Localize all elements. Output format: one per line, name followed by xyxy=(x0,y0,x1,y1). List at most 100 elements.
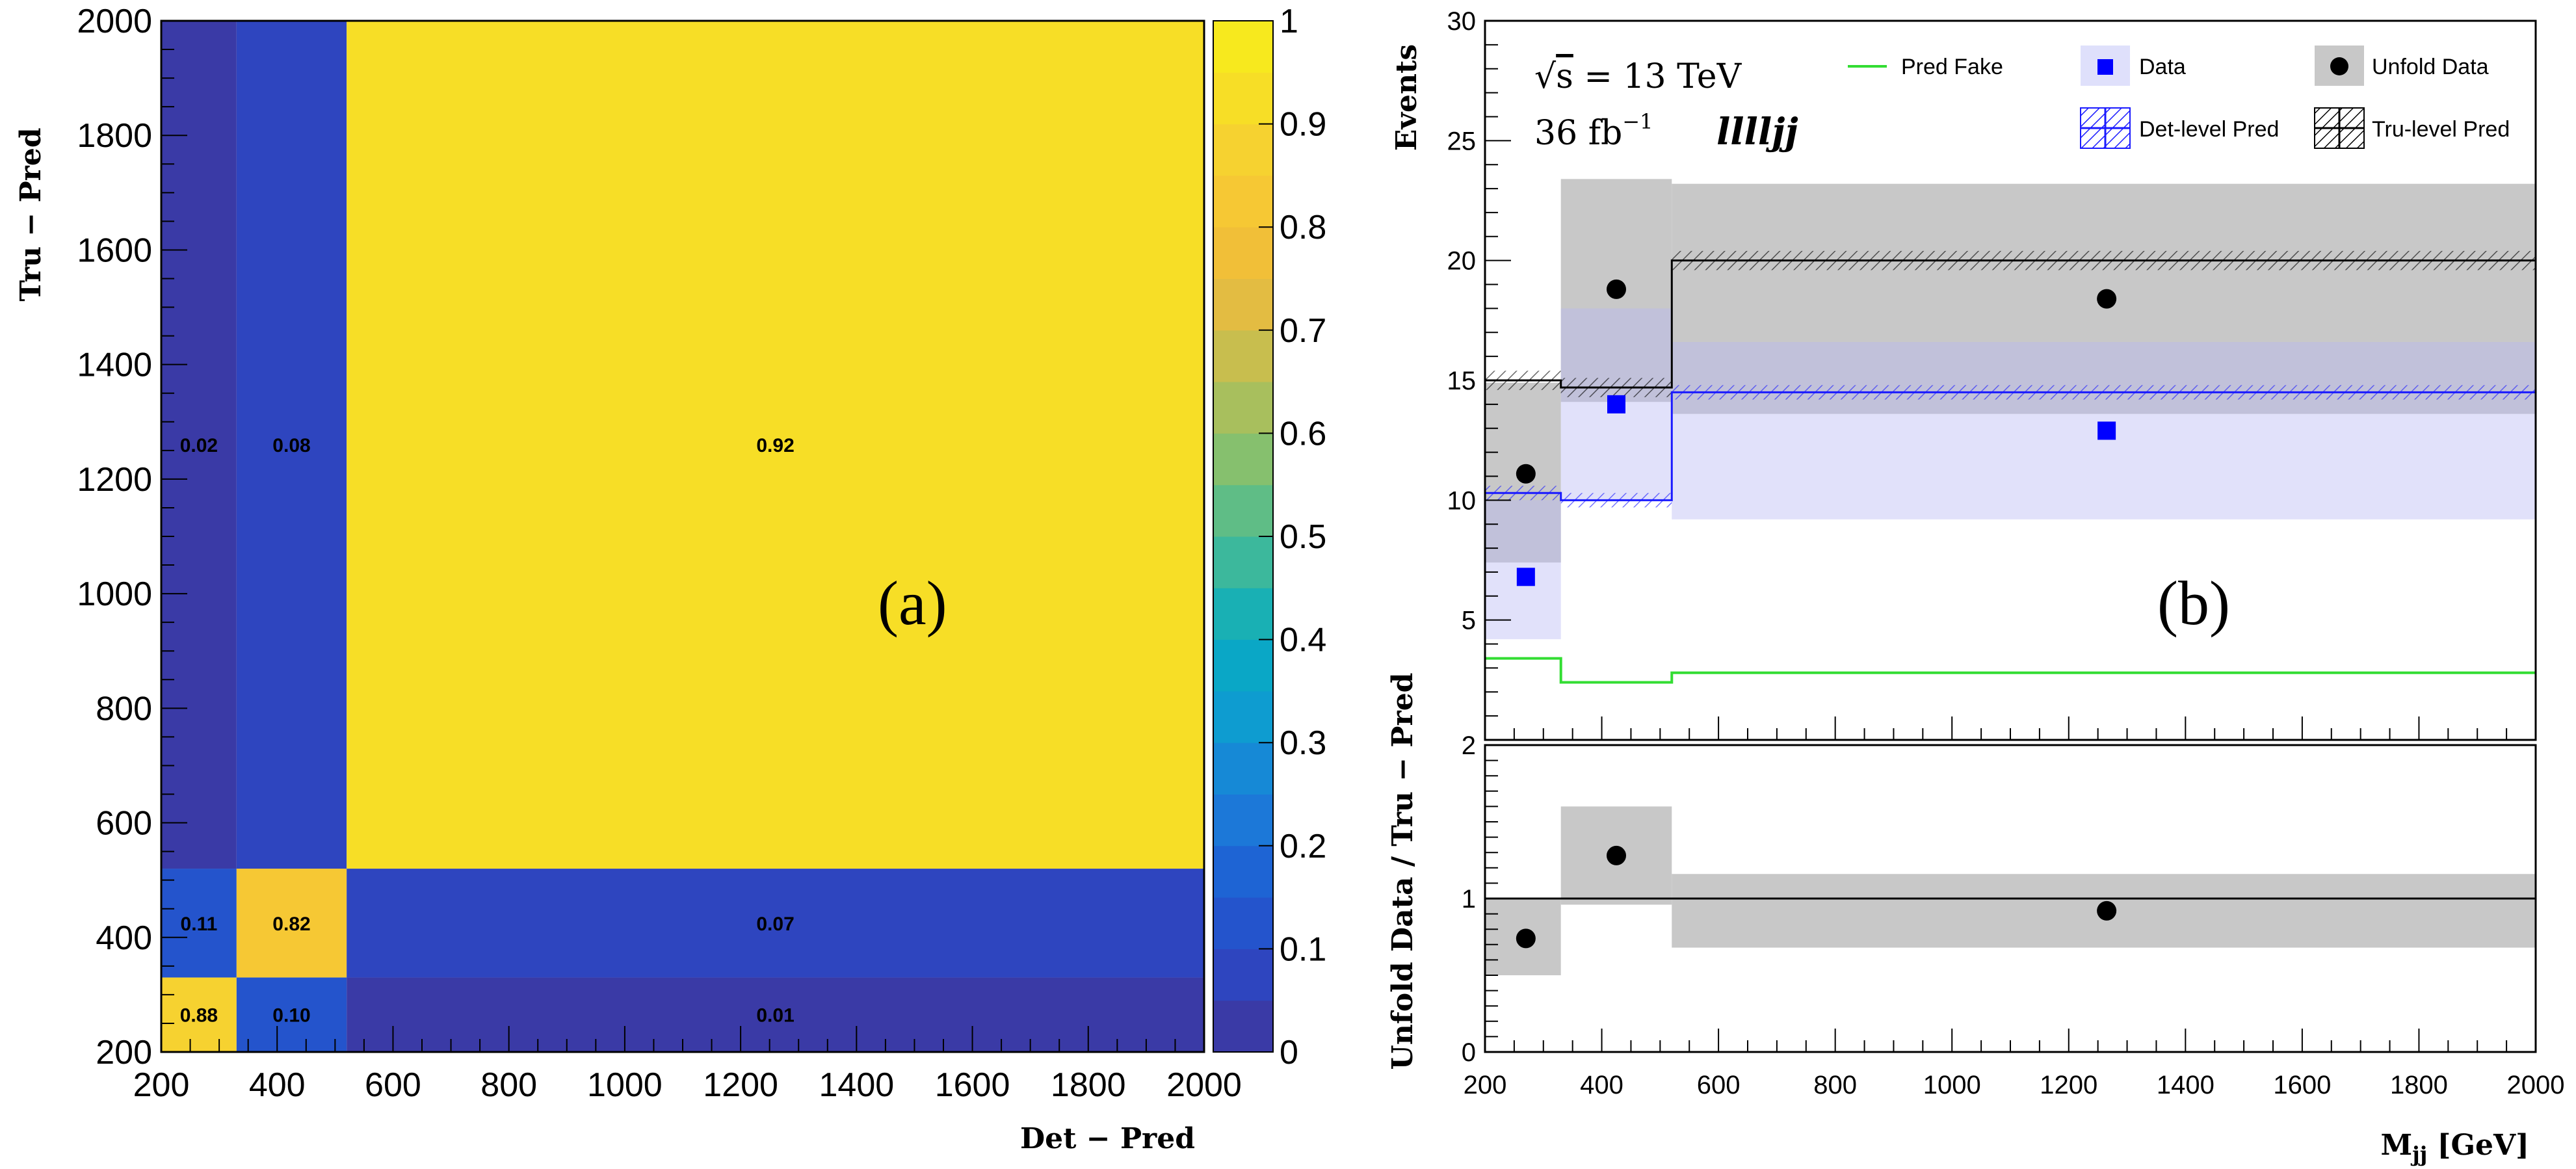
mass-x-tick-label: 1000 xyxy=(1923,1071,1981,1099)
heatmap-cell xyxy=(347,977,1205,1052)
colorbar-segment xyxy=(1213,382,1273,434)
legend-swatch-det-level xyxy=(2080,107,2131,149)
ratio-y-tick-label: 0 xyxy=(1462,1038,1476,1067)
heatmap-y-tick-label: 200 xyxy=(96,1034,152,1071)
events-y-tick-label: 20 xyxy=(1447,247,1477,276)
mass-xlabel: Mjj [GeV] xyxy=(2380,1129,2529,1166)
heatmap-cell-label: 0.10 xyxy=(272,1005,310,1027)
heatmap-cell-label: 0.07 xyxy=(756,913,794,935)
legend: Pred Fake Data Unfold Data Det-level Pre… xyxy=(1848,46,2510,149)
colorbar-tick-label: 1 xyxy=(1280,3,1298,40)
heatmap-cell xyxy=(236,977,347,1052)
colorbar-segment xyxy=(1213,72,1273,125)
heatmap-cell xyxy=(236,21,347,869)
heatmap-x-tick-label: 1000 xyxy=(587,1066,663,1104)
panel-label-a: (a) xyxy=(878,568,947,638)
det-level-pred-line xyxy=(1485,391,2536,501)
colorbar-segment xyxy=(1213,433,1273,486)
channel-annotation: lllljj xyxy=(1716,111,1798,153)
ratio-point xyxy=(2097,900,2117,921)
pred-fake-line xyxy=(1485,657,2536,684)
heatmap-cell-label: 0.92 xyxy=(756,435,794,456)
colorbar-segment xyxy=(1213,639,1273,692)
mass-x-tick-label: 1800 xyxy=(2390,1071,2448,1099)
heatmap-cell xyxy=(161,977,237,1052)
colorbar-segment xyxy=(1213,794,1273,847)
heatmap-cell-label: 0.11 xyxy=(181,913,218,935)
legend-swatch-data xyxy=(2097,59,2113,75)
colorbar-segment xyxy=(1213,742,1273,795)
unfold-data-point xyxy=(2097,289,2117,309)
heatmap-cell xyxy=(161,21,237,869)
heatmap-cell xyxy=(236,869,347,978)
heatmap-cell-label: 0.01 xyxy=(756,1005,794,1027)
colorbar-tick-label: 0.2 xyxy=(1280,828,1326,865)
unfold-data-point xyxy=(1607,279,1626,299)
heatmap-x-tick-label: 1200 xyxy=(703,1066,778,1104)
data-point xyxy=(1607,395,1625,414)
unfold-data-point xyxy=(1516,464,1536,484)
colorbar-tick-label: 0.6 xyxy=(1280,415,1326,453)
heatmap-ylabel: Tru − Pred xyxy=(14,127,47,301)
mass-x-tick-label: 1400 xyxy=(2157,1071,2215,1099)
energy-value: = 13 TeV xyxy=(1573,57,1742,96)
heatmap-x-tick-label: 800 xyxy=(480,1066,537,1104)
panel-label-b: (b) xyxy=(2157,568,2230,638)
tru-level-pred-line xyxy=(1485,259,2536,389)
energy-annotation: √s = 13 TeV xyxy=(1534,57,1742,96)
colorbar-segment xyxy=(1213,536,1273,588)
heatmap-x-tick-label: 2000 xyxy=(1166,1066,1242,1104)
colorbar-segment xyxy=(1213,949,1273,1001)
colorbar-segment xyxy=(1213,1000,1273,1053)
heatmap-y-tick-label: 1400 xyxy=(77,347,152,384)
colorbar-tick-label: 0.5 xyxy=(1280,518,1326,556)
colorbar-segment xyxy=(1213,21,1273,73)
ratio-point xyxy=(1607,845,1626,865)
heatmap-cell-label: 0.82 xyxy=(272,913,310,935)
ratio-ylabel: Unfold Data / Tru − Pred xyxy=(1386,673,1419,1070)
mass-x-tick-label: 400 xyxy=(1580,1071,1623,1099)
data-point xyxy=(1516,568,1535,586)
legend-label-unfold-data: Unfold Data xyxy=(2372,55,2489,79)
heatmap-xlabel: Det − Pred xyxy=(1020,1122,1195,1155)
heatmap-cell xyxy=(161,869,237,978)
colorbar-tick-label: 0.4 xyxy=(1280,622,1326,659)
heatmap-x-tick-label: 600 xyxy=(365,1066,421,1104)
heatmap-x-tick-label: 1800 xyxy=(1051,1066,1126,1104)
energy-s: s xyxy=(1556,57,1573,96)
legend-swatch-unfold xyxy=(2330,57,2348,75)
heatmap-y-tick-label: 1800 xyxy=(77,117,152,155)
sqrt-symbol: √ xyxy=(1534,57,1557,96)
colorbar-tick-label: 0.7 xyxy=(1280,312,1326,350)
legend-label-data: Data xyxy=(2139,55,2186,79)
response-matrix-heatmap: 0.88 0.10 0.01 0.11 0.82 0.07 0.02 0.08 0.92 xyxy=(161,21,1205,1052)
heatmap-cell xyxy=(347,869,1205,978)
legend-swatch-tru-level xyxy=(2314,107,2365,149)
legend-label-tru-level: Tru-level Pred xyxy=(2372,117,2510,142)
mass-xlabel-unit: [GeV] xyxy=(2427,1129,2529,1162)
colorbar-segment xyxy=(1213,690,1273,743)
heatmap-cell-label: 0.02 xyxy=(180,435,218,456)
colorbar-segment xyxy=(1213,227,1273,279)
colorbar-segment xyxy=(1213,330,1273,382)
colorbar-segment xyxy=(1213,484,1273,537)
channel-leptons: llll xyxy=(1716,111,1772,153)
mass-x-tick-label: 800 xyxy=(1813,1071,1857,1099)
heatmap-x-tick-label: 1400 xyxy=(819,1066,894,1104)
mass-x-tick-label: 1200 xyxy=(2040,1071,2097,1099)
colorbar-segment xyxy=(1213,588,1273,640)
heatmap-cell-label: 0.88 xyxy=(180,1005,218,1027)
ratio-y-tick-label: 2 xyxy=(1462,731,1476,760)
legend-label-pred-fake: Pred Fake xyxy=(1901,55,2003,79)
mass-xlabel-main: M xyxy=(2380,1129,2412,1162)
heatmap-x-tick-label: 1600 xyxy=(935,1066,1010,1104)
events-ylabel: Events xyxy=(1390,44,1423,151)
heatmap-x-tick-label: 400 xyxy=(249,1066,306,1104)
mass-x-tick-label: 200 xyxy=(1464,1071,1507,1099)
lumi-value: 36 fb xyxy=(1534,114,1622,153)
colorbar: 0 0.1 0.2 0.3 0.4 0.5 0.6 0.7 0.8 0.9 1 xyxy=(1213,3,1326,1071)
heatmap-y-tick-label: 600 xyxy=(96,805,152,843)
colorbar-segment xyxy=(1213,175,1273,228)
mass-x-tick-label: 2000 xyxy=(2507,1071,2565,1099)
